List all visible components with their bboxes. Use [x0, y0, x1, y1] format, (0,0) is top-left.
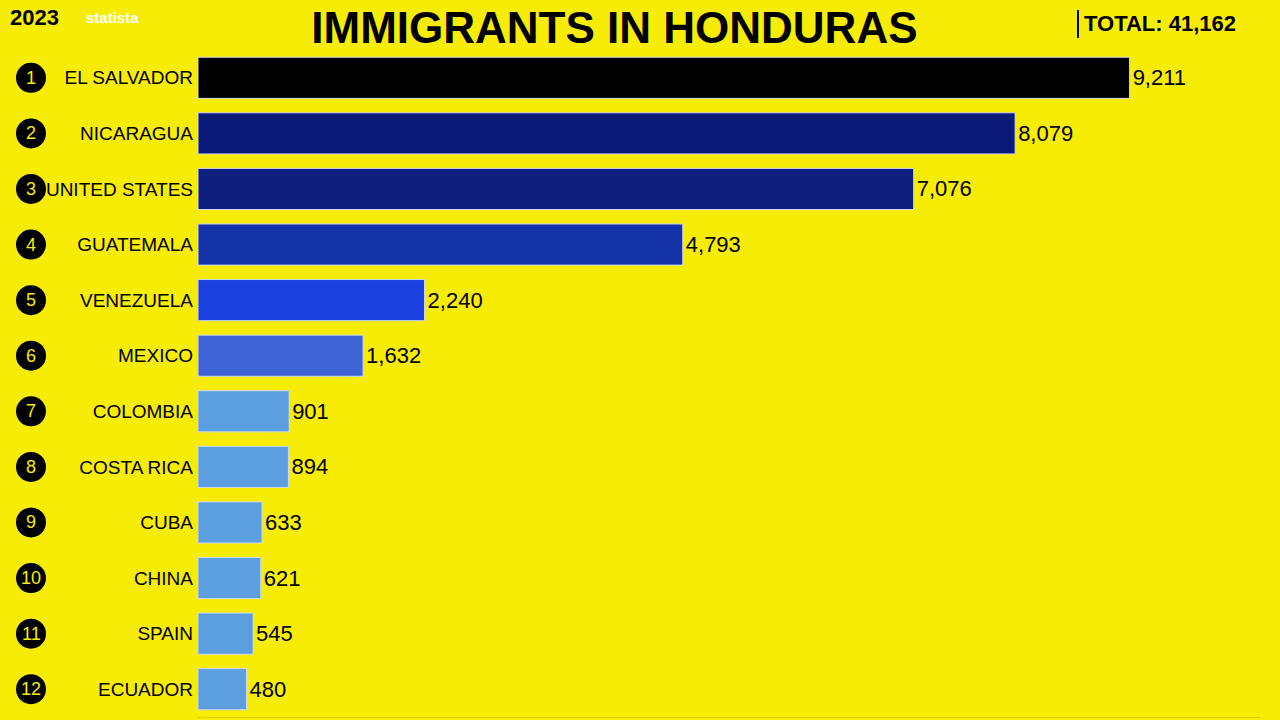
svg-text:9: 9 [26, 512, 36, 532]
svg-text:5: 5 [26, 290, 36, 310]
svg-text:IMMIGRANTS IN HONDURAS: IMMIGRANTS IN HONDURAS [311, 3, 917, 52]
svg-text:CUBA: CUBA [140, 512, 193, 533]
svg-text:480: 480 [250, 677, 287, 702]
svg-text:10: 10 [21, 568, 41, 588]
svg-text:2,240: 2,240 [428, 288, 483, 313]
svg-text:4,793: 4,793 [686, 232, 741, 257]
svg-text:8: 8 [26, 457, 36, 477]
svg-text:7: 7 [26, 401, 36, 421]
svg-text:2023: 2023 [10, 5, 59, 30]
svg-text:MEXICO: MEXICO [118, 345, 193, 366]
svg-text:TOTAL: 41,162: TOTAL: 41,162 [1084, 11, 1236, 36]
svg-text:545: 545 [256, 621, 293, 646]
svg-text:COSTA RICA: COSTA RICA [79, 457, 193, 478]
svg-text:9,211: 9,211 [1133, 65, 1186, 90]
svg-text:8,079: 8,079 [1018, 121, 1073, 146]
svg-text:6: 6 [26, 346, 36, 366]
svg-text:statista: statista [86, 9, 139, 26]
svg-text:3: 3 [26, 179, 36, 199]
svg-text:NICARAGUA: NICARAGUA [80, 123, 193, 144]
svg-text:2: 2 [26, 123, 36, 143]
svg-text:ECUADOR: ECUADOR [98, 679, 193, 700]
svg-text:UNITED STATES: UNITED STATES [46, 179, 193, 200]
svg-text:11: 11 [22, 624, 41, 644]
svg-text:SPAIN: SPAIN [137, 623, 193, 644]
svg-text:633: 633 [265, 510, 302, 535]
svg-text:EL SALVADOR: EL SALVADOR [65, 67, 193, 88]
svg-text:CHINA: CHINA [134, 568, 193, 589]
svg-text:COLOMBIA: COLOMBIA [93, 401, 194, 422]
svg-text:7,076: 7,076 [917, 176, 972, 201]
svg-text:1: 1 [26, 68, 36, 88]
svg-text:621: 621 [264, 566, 301, 591]
svg-text:VENEZUELA: VENEZUELA [80, 290, 193, 311]
svg-text:1,632: 1,632 [366, 343, 421, 368]
svg-text:4: 4 [26, 235, 36, 255]
svg-text:901: 901 [292, 399, 329, 424]
svg-text:12: 12 [21, 679, 41, 699]
svg-text:894: 894 [291, 454, 328, 479]
svg-text:GUATEMALA: GUATEMALA [77, 234, 193, 255]
